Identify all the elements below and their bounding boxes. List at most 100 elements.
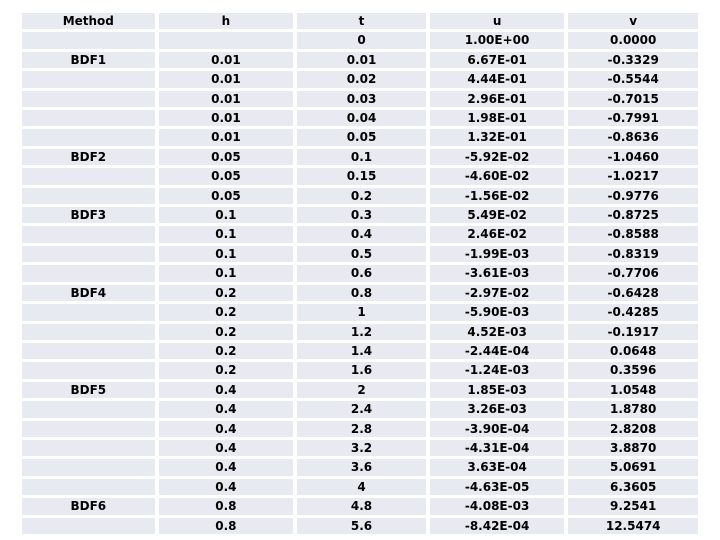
cell-v: -0.7015: [568, 90, 698, 108]
cell-method: [22, 362, 155, 379]
cell-u: 1.32E-01: [429, 129, 565, 146]
table-row: BDF3 0.1 0.3 5.49E-02 -0.8725: [22, 207, 698, 224]
cell-v: 6.3605: [568, 478, 698, 496]
cell-h: 0.2: [158, 362, 294, 379]
cell-v: 1.0548: [568, 381, 698, 399]
cell-v: 0.0000: [568, 32, 698, 49]
cell-method: [22, 342, 155, 360]
cell-t: 1.2: [297, 323, 426, 340]
cell-v: -1.0217: [568, 168, 698, 185]
cell-v: -0.1917: [568, 323, 698, 340]
cell-u: 3.63E-04: [429, 459, 565, 476]
cell-h: 0.4: [158, 478, 294, 496]
cell-u: -4.60E-02: [429, 168, 565, 185]
table-row: 0.2 1.4 -2.44E-04 0.0648: [22, 342, 698, 360]
table-row: 0 1.00E+00 0.0000: [22, 32, 698, 49]
table-row: 0.01 0.04 1.98E-01 -0.7991: [22, 110, 698, 127]
cell-h: 0.4: [158, 459, 294, 476]
cell-h: 0.01: [158, 51, 294, 69]
cell-h: 0.8: [158, 517, 294, 534]
cell-t: 1: [297, 304, 426, 321]
cell-t: 1.6: [297, 362, 426, 379]
cell-t: 3.6: [297, 459, 426, 476]
cell-method: [22, 401, 155, 418]
cell-u: 4.52E-03: [429, 323, 565, 340]
cell-v: 12.5474: [568, 517, 698, 534]
cell-u: -5.90E-03: [429, 304, 565, 321]
cell-method: [22, 110, 155, 127]
cell-method: [22, 187, 155, 205]
cell-t: 4: [297, 478, 426, 496]
cell-v: -0.4285: [568, 304, 698, 321]
cell-t: 4.8: [297, 498, 426, 515]
cell-v: 0.0648: [568, 342, 698, 360]
cell-h: 0.01: [158, 71, 294, 88]
cell-v: -0.6428: [568, 284, 698, 302]
cell-method: [22, 226, 155, 243]
cell-h: 0.4: [158, 381, 294, 399]
cell-t: 2.8: [297, 420, 426, 437]
cell-h: 0.01: [158, 90, 294, 108]
cell-t: 0.04: [297, 110, 426, 127]
cell-t: 2.4: [297, 401, 426, 418]
table-row: 0.2 1.6 -1.24E-03 0.3596: [22, 362, 698, 379]
cell-method: [22, 459, 155, 476]
cell-method: [22, 304, 155, 321]
cell-t: 0.1: [297, 148, 426, 166]
table-row: BDF6 0.8 4.8 -4.08E-03 9.2541: [22, 498, 698, 515]
cell-method: [22, 517, 155, 534]
cell-v: 1.8780: [568, 401, 698, 418]
cell-v: 3.8870: [568, 439, 698, 457]
cell-v: -0.8636: [568, 129, 698, 146]
cell-u: 1.85E-03: [429, 381, 565, 399]
table-row: 0.4 3.6 3.63E-04 5.0691: [22, 459, 698, 476]
cell-v: 5.0691: [568, 459, 698, 476]
cell-u: -1.24E-03: [429, 362, 565, 379]
cell-h: 0.2: [158, 323, 294, 340]
cell-method: [22, 129, 155, 146]
table-row: 0.01 0.05 1.32E-01 -0.8636: [22, 129, 698, 146]
cell-u: 2.46E-02: [429, 226, 565, 243]
cell-v: -0.7706: [568, 265, 698, 282]
cell-u: 3.26E-03: [429, 401, 565, 418]
table-row: 0.1 0.5 -1.99E-03 -0.8319: [22, 245, 698, 263]
cell-u: -4.63E-05: [429, 478, 565, 496]
table-row: 0.1 0.4 2.46E-02 -0.8588: [22, 226, 698, 243]
cell-v: -0.8319: [568, 245, 698, 263]
cell-method: [22, 265, 155, 282]
cell-method: BDF6: [22, 498, 155, 515]
cell-method: BDF3: [22, 207, 155, 224]
cell-v: -0.7991: [568, 110, 698, 127]
cell-v: -0.8725: [568, 207, 698, 224]
cell-v: 9.2541: [568, 498, 698, 515]
column-header-h: h: [158, 13, 294, 30]
table-row: 0.01 0.02 4.44E-01 -0.5544: [22, 71, 698, 88]
cell-t: 2: [297, 381, 426, 399]
cell-method: BDF2: [22, 148, 155, 166]
cell-h: 0.01: [158, 110, 294, 127]
cell-u: -4.08E-03: [429, 498, 565, 515]
table-row: BDF4 0.2 0.8 -2.97E-02 -0.6428: [22, 284, 698, 302]
cell-u: 4.44E-01: [429, 71, 565, 88]
cell-u: 1.00E+00: [429, 32, 565, 49]
cell-h: 0.2: [158, 304, 294, 321]
cell-method: [22, 168, 155, 185]
cell-t: 0.01: [297, 51, 426, 69]
cell-h: 0.1: [158, 245, 294, 263]
cell-method: BDF4: [22, 284, 155, 302]
cell-t: 0.4: [297, 226, 426, 243]
cell-h: 0.2: [158, 284, 294, 302]
cell-t: 0.15: [297, 168, 426, 185]
cell-h: 0.05: [158, 168, 294, 185]
cell-h: 0.4: [158, 420, 294, 437]
cell-t: 0.5: [297, 245, 426, 263]
cell-u: -1.56E-02: [429, 187, 565, 205]
table-row: 0.4 4 -4.63E-05 6.3605: [22, 478, 698, 496]
cell-u: -3.90E-04: [429, 420, 565, 437]
cell-h: 0.1: [158, 226, 294, 243]
cell-t: 3.2: [297, 439, 426, 457]
cell-h: 0.01: [158, 129, 294, 146]
cell-method: [22, 420, 155, 437]
cell-v: 2.8208: [568, 420, 698, 437]
table-row: 0.1 0.6 -3.61E-03 -0.7706: [22, 265, 698, 282]
